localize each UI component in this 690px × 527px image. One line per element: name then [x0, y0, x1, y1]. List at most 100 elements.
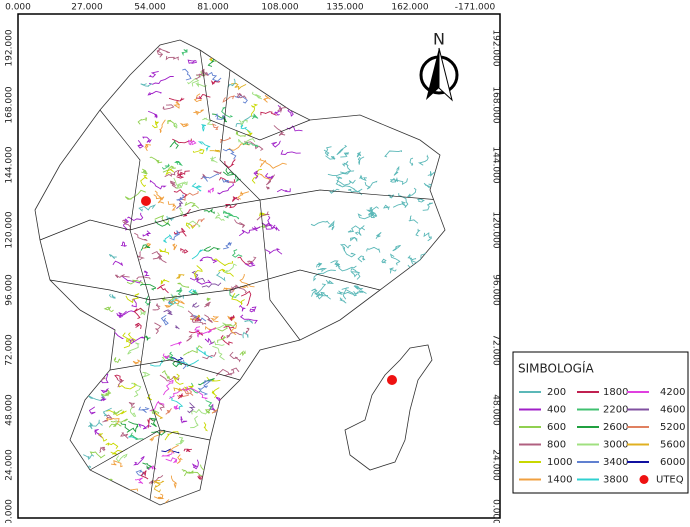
- boundary: [89, 429, 211, 471]
- contour: [418, 154, 429, 166]
- uteq-marker: [141, 196, 151, 206]
- contour: [120, 422, 135, 433]
- contour: [218, 268, 234, 277]
- contour: [100, 388, 110, 394]
- contour: [136, 251, 145, 261]
- contour: [409, 157, 414, 166]
- contour: [335, 263, 357, 272]
- contour: [191, 302, 200, 308]
- contour: [223, 325, 235, 332]
- contour: [190, 408, 208, 415]
- contour: [124, 189, 146, 200]
- contour: [219, 177, 236, 183]
- legend-label: UTEQ: [656, 475, 684, 486]
- contour: [384, 150, 402, 158]
- axis-top-label: 162.000: [391, 3, 428, 13]
- contour: [138, 204, 157, 212]
- contour: [201, 173, 220, 182]
- contour: [131, 382, 142, 398]
- contour: [131, 298, 137, 308]
- contour: [350, 236, 358, 242]
- contour: [102, 407, 112, 417]
- contour: [202, 379, 212, 389]
- contour: [250, 103, 259, 117]
- contour: [103, 306, 114, 313]
- contour: [148, 475, 164, 485]
- contour: [114, 274, 130, 279]
- contour: [168, 386, 189, 399]
- contour: [116, 310, 127, 317]
- contour: [172, 373, 184, 385]
- contour: [169, 298, 185, 305]
- contour: [173, 189, 188, 199]
- contour: [223, 241, 233, 250]
- contour: [236, 92, 247, 99]
- contour: [389, 176, 399, 183]
- contour: [227, 315, 236, 322]
- legend-point: [639, 475, 649, 484]
- contour: [330, 260, 341, 268]
- legend-label: 1800: [603, 387, 628, 398]
- contour: [147, 417, 154, 429]
- contour: [147, 90, 162, 96]
- contour: [313, 269, 336, 282]
- contour: [142, 230, 152, 237]
- contour: [165, 55, 179, 61]
- contour: [226, 331, 243, 339]
- contour: [176, 286, 183, 296]
- contour: [143, 270, 150, 277]
- contour: [191, 314, 207, 323]
- contour: [256, 211, 270, 221]
- contour: [175, 436, 185, 446]
- contour: [163, 234, 173, 243]
- contour: [172, 360, 183, 368]
- contour: [205, 400, 213, 410]
- contour: [221, 178, 229, 184]
- contour: [203, 422, 209, 432]
- contour: [231, 292, 245, 305]
- axis-right-label: 192.000: [491, 29, 501, 66]
- contour: [188, 330, 204, 336]
- contour: [239, 350, 246, 357]
- contour: [123, 218, 129, 231]
- contour: [195, 347, 213, 359]
- contour: [189, 314, 201, 321]
- contour: [313, 291, 325, 300]
- contour: [336, 179, 356, 186]
- contour: [164, 300, 181, 308]
- contour: [356, 151, 362, 158]
- contour: [210, 315, 220, 323]
- contour: [159, 248, 170, 255]
- axis-top-label: 135.000: [326, 3, 363, 13]
- contour: [132, 359, 142, 365]
- contour: [246, 129, 253, 137]
- contour: [187, 220, 201, 228]
- contour: [125, 293, 140, 304]
- contour: [162, 104, 175, 110]
- contour: [127, 212, 144, 222]
- contour: [108, 422, 122, 428]
- contour: [165, 457, 178, 464]
- legend-label: 6000: [660, 457, 685, 468]
- axis-right-label: 120.000: [491, 211, 501, 248]
- contour: [173, 100, 181, 109]
- contour: [204, 337, 214, 345]
- contour: [194, 326, 201, 338]
- contour: [340, 152, 350, 158]
- contour: [207, 58, 217, 67]
- contour: [148, 76, 174, 85]
- contour: [389, 253, 401, 266]
- contour: [100, 389, 112, 399]
- contour: [204, 301, 211, 308]
- contour: [238, 119, 248, 126]
- contour: [197, 141, 211, 152]
- contour: [222, 95, 235, 103]
- contour: [265, 225, 280, 232]
- contour: [99, 446, 106, 454]
- contour: [210, 80, 221, 86]
- contour: [163, 379, 174, 396]
- contour: [140, 283, 157, 291]
- contour: [161, 370, 171, 380]
- axis-right-label: 168.000: [491, 86, 501, 123]
- contour: [183, 385, 195, 391]
